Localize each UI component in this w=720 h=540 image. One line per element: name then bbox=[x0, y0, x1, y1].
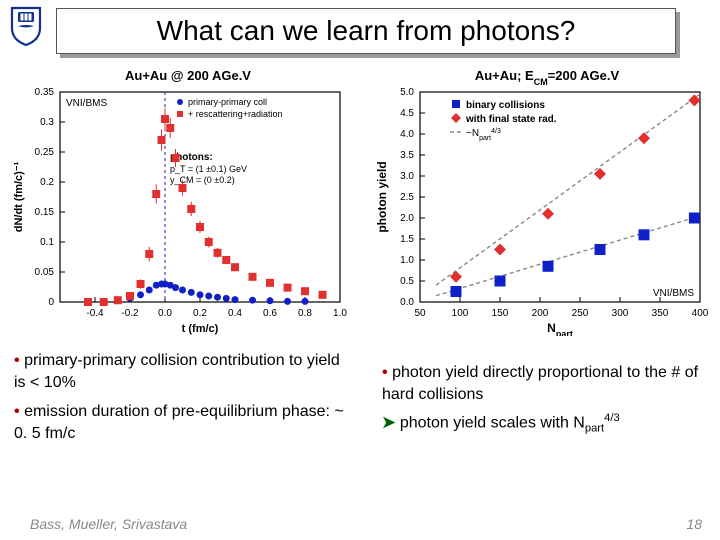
svg-text:0.0: 0.0 bbox=[400, 297, 414, 308]
footer-page-number: 18 bbox=[686, 516, 702, 532]
svg-text:binary collisions: binary collisions bbox=[466, 100, 545, 111]
bullet-text: primary-primary collision contribution t… bbox=[14, 352, 340, 391]
svg-text:VNI/BMS: VNI/BMS bbox=[653, 288, 694, 299]
left-bullet-block: • primary-primary collision contribution… bbox=[14, 350, 344, 446]
bullet-item: • emission duration of pre-equilibrium p… bbox=[14, 401, 344, 446]
svg-text:400: 400 bbox=[692, 308, 709, 319]
svg-text:250: 250 bbox=[572, 308, 589, 319]
svg-text:primary-primary coll: primary-primary coll bbox=[188, 97, 267, 107]
svg-text:5.0: 5.0 bbox=[400, 87, 414, 98]
svg-text:3.0: 3.0 bbox=[400, 171, 414, 182]
svg-text:-0.2: -0.2 bbox=[121, 308, 139, 319]
slide-title: What can we learn from photons? bbox=[56, 8, 676, 54]
svg-text:~Npart4/3: ~Npart4/3 bbox=[466, 128, 501, 142]
footer-authors: Bass, Mueller, Srivastava bbox=[30, 516, 187, 532]
svg-text:2.0: 2.0 bbox=[400, 213, 414, 224]
svg-text:dN/dt (fm/c)⁻¹: dN/dt (fm/c)⁻¹ bbox=[13, 161, 25, 232]
svg-text:0.35: 0.35 bbox=[35, 87, 55, 98]
svg-text:y_CM = (0 ±0.2): y_CM = (0 ±0.2) bbox=[170, 175, 235, 185]
svg-text:Au+Au; ECM=200 AGe.V: Au+Au; ECM=200 AGe.V bbox=[475, 68, 620, 87]
university-shield-logo bbox=[8, 6, 44, 46]
bullet-text: photon yield directly proportional to th… bbox=[382, 364, 698, 403]
svg-text:t (fm/c): t (fm/c) bbox=[182, 323, 219, 335]
svg-text:0.15: 0.15 bbox=[35, 207, 55, 218]
svg-text:0.0: 0.0 bbox=[158, 308, 172, 319]
svg-text:4.0: 4.0 bbox=[400, 129, 414, 140]
svg-text:0.6: 0.6 bbox=[263, 308, 277, 319]
svg-text:0.5: 0.5 bbox=[400, 276, 414, 287]
svg-text:0.25: 0.25 bbox=[35, 147, 55, 158]
svg-text:0.1: 0.1 bbox=[40, 237, 54, 248]
bullet-item: • photon yield directly proportional to … bbox=[382, 362, 706, 407]
right-bullet-block: • photon yield directly proportional to … bbox=[382, 362, 706, 437]
bullet-item: ➤ photon yield scales with Npart4/3 bbox=[382, 411, 706, 437]
svg-text:2.5: 2.5 bbox=[400, 192, 414, 203]
svg-text:1.0: 1.0 bbox=[400, 255, 414, 266]
bullet-item: • primary-primary collision contribution… bbox=[14, 350, 344, 395]
svg-text:-0.4: -0.4 bbox=[86, 308, 104, 319]
svg-text:200: 200 bbox=[532, 308, 549, 319]
yield-vs-npart-chart: Au+Au; ECM=200 AGe.V 50 100 150 200 250 300 350… bbox=[372, 66, 710, 336]
svg-text:1.0: 1.0 bbox=[333, 308, 347, 319]
svg-text:0.2: 0.2 bbox=[40, 177, 54, 188]
svg-text:3.5: 3.5 bbox=[400, 150, 414, 161]
svg-text:150: 150 bbox=[492, 308, 509, 319]
svg-text:VNI/BMS: VNI/BMS bbox=[66, 98, 107, 109]
svg-text:Npart: Npart bbox=[547, 321, 573, 336]
svg-text:0.05: 0.05 bbox=[35, 267, 55, 278]
bullet-text: emission duration of pre-equilibrium pha… bbox=[14, 403, 344, 442]
svg-text:300: 300 bbox=[612, 308, 629, 319]
svg-text:0: 0 bbox=[48, 297, 54, 308]
svg-text:1.5: 1.5 bbox=[400, 234, 414, 245]
bullet-text: photon yield scales with N bbox=[395, 414, 584, 431]
svg-text:4.5: 4.5 bbox=[400, 108, 414, 119]
dndt-vs-time-chart: Au+Au @ 200 AGe.V -0.4 -0.2 0.0 0.2 0.4 0.6 0.8… bbox=[8, 66, 348, 336]
svg-text:+ rescattering+radiation: + rescattering+radiation bbox=[188, 109, 283, 119]
svg-text:0.2: 0.2 bbox=[193, 308, 207, 319]
svg-text:0.4: 0.4 bbox=[228, 308, 242, 319]
svg-text:100: 100 bbox=[452, 308, 469, 319]
svg-text:photon yield: photon yield bbox=[375, 161, 389, 232]
svg-text:Au+Au @ 200 AGe.V: Au+Au @ 200 AGe.V bbox=[125, 68, 251, 83]
svg-text:with final state rad.: with final state rad. bbox=[465, 114, 557, 125]
svg-text:350: 350 bbox=[652, 308, 669, 319]
svg-text:0.3: 0.3 bbox=[40, 117, 54, 128]
svg-text:50: 50 bbox=[414, 308, 426, 319]
svg-text:p_T = (1 ±0.1) GeV: p_T = (1 ±0.1) GeV bbox=[170, 164, 247, 174]
svg-text:0.8: 0.8 bbox=[298, 308, 312, 319]
